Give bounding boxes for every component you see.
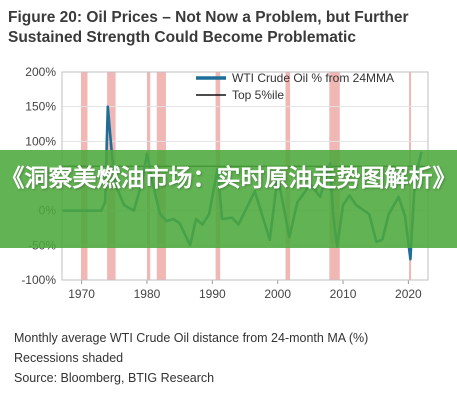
figure-title: Figure 20: Oil Prices – Not Now a Proble… [8,9,409,46]
x-axis-ticks: 1970 1980 1990 2000 2010 2020 [68,280,422,301]
x-tick-label: 2000 [264,287,291,301]
legend: WTI Crude Oil % from 24MMA Top 5%ile [196,71,394,102]
y-tick-label: -100% [21,273,56,287]
y-tick-label: 100% [25,134,56,148]
caption-recessions: Recessions shaded [14,351,124,365]
y-tick-label: 200% [25,65,56,79]
caption-measure: Monthly average WTI Crude Oil distance f… [14,331,369,345]
x-tick-label: 1970 [68,287,95,301]
headline-banner [0,150,457,248]
x-tick-label: 1980 [134,287,161,301]
y-tick-label: 150% [25,100,56,114]
caption-source: Source: Bloomberg, BTIG Research [14,371,215,385]
legend-label-1: Top 5%ile [232,88,284,102]
x-tick-label: 1990 [199,287,226,301]
legend-label-0: WTI Crude Oil % from 24MMA [232,71,394,85]
x-tick-label: 2010 [330,287,357,301]
x-tick-label: 2020 [395,287,422,301]
figure-captions: Monthly average WTI Crude Oil distance f… [14,328,368,388]
headline-banner-text: 《洞察美燃油市场：实时原油走势图解析》 [0,164,457,192]
